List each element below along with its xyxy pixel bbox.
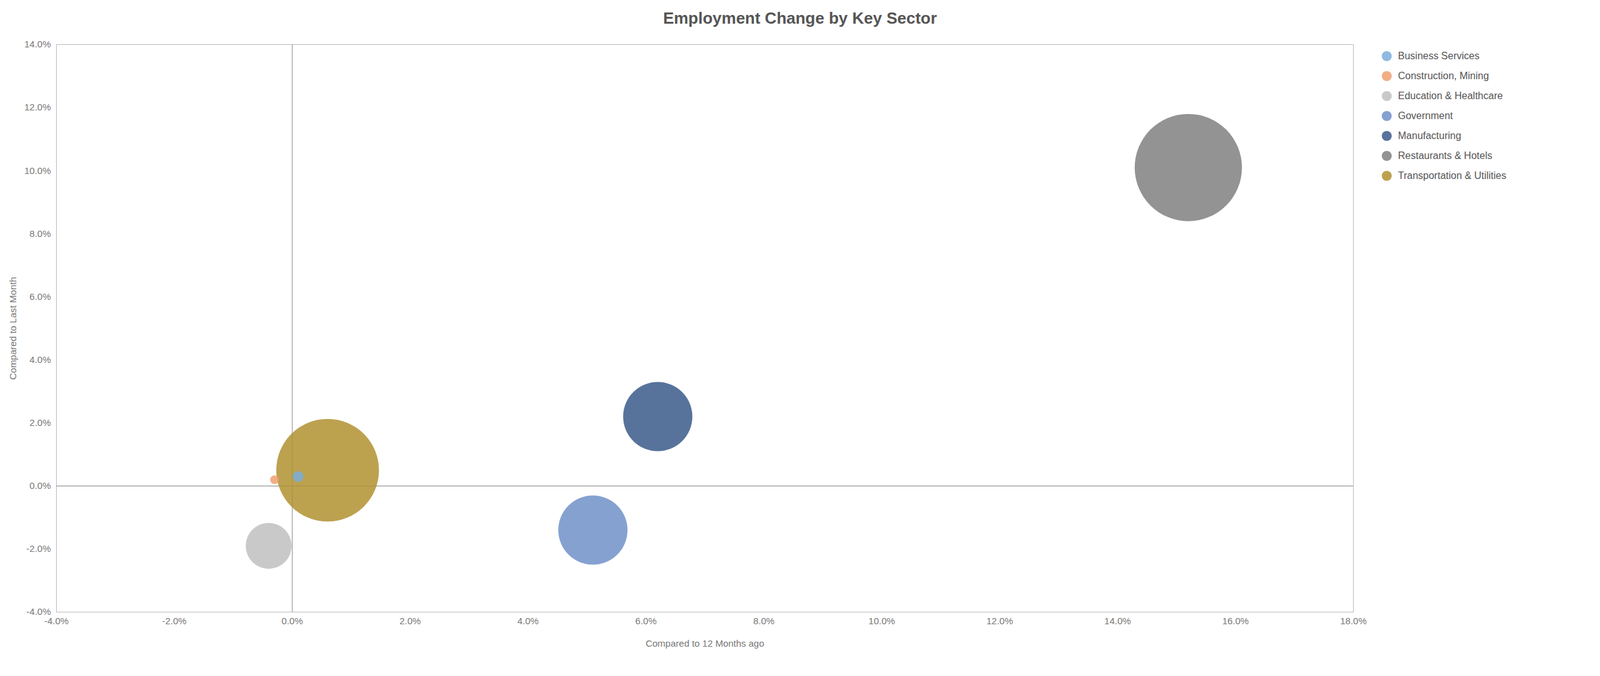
svg-text:2.0%: 2.0% [29,417,51,428]
svg-text:Compared to 12 Months ago: Compared to 12 Months ago [645,637,764,649]
svg-text:8.0%: 8.0% [753,615,775,627]
svg-text:6.0%: 6.0% [29,291,51,302]
svg-text:4.0%: 4.0% [517,615,539,627]
svg-text:-4.0%: -4.0% [26,606,51,617]
svg-text:10.0%: 10.0% [868,615,896,627]
svg-text:0.0%: 0.0% [29,480,51,491]
svg-text:4.0%: 4.0% [29,354,51,365]
html-text:Business Services: Business Services [1397,50,1480,62]
svg-text:-2.0%: -2.0% [162,615,187,627]
svg-text:12.0%: 12.0% [24,101,52,113]
svg-text:14.0%: 14.0% [24,38,52,50]
html-text:Government: Government [1397,110,1453,121]
html-text:Construction, Mining: Construction, Mining [1397,70,1489,82]
svg-text:-4.0%: -4.0% [44,615,69,627]
svg-text:2.0%: 2.0% [399,615,421,627]
svg-text:16.0%: 16.0% [1222,615,1249,627]
html-text:Manufacturing: Manufacturing [1397,130,1462,141]
svg-text:0.0%: 0.0% [281,615,304,627]
html-text:Transportation & Utilities: Transportation & Utilities [1397,170,1507,181]
svg-text:18.0%: 18.0% [1339,615,1367,627]
html-text:Restaurants & Hotels: Restaurants & Hotels [1397,150,1493,161]
svg-text:14.0%: 14.0% [1104,615,1132,627]
svg-text:12.0%: 12.0% [986,615,1014,627]
svg-text:10.0%: 10.0% [24,165,52,176]
svg-text:Compared to Last Month: Compared to Last Month [7,276,19,380]
svg-text:6.0%: 6.0% [635,615,657,627]
svg-text:-2.0%: -2.0% [26,543,51,554]
svg-text:8.0%: 8.0% [29,228,51,239]
html-text:Employment Change by Key Secto: Employment Change by Key Sector [663,8,937,28]
html-text:Education & Healthcare: Education & Healthcare [1397,90,1503,102]
